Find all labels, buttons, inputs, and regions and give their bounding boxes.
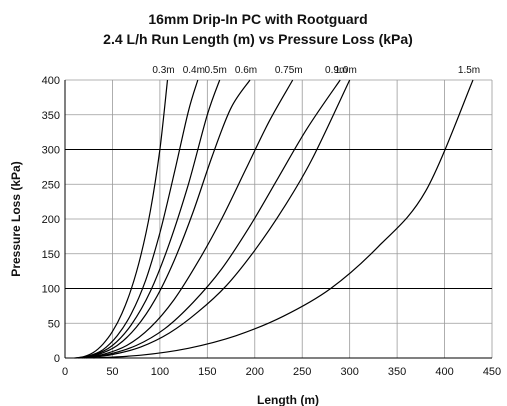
x-tick-label: 400	[435, 366, 453, 378]
series-label: 0.6m	[235, 65, 257, 76]
y-tick-label: 0	[54, 353, 60, 365]
series-line-0.3m	[74, 79, 169, 359]
x-tick-label: 100	[151, 366, 169, 378]
chart-title: 16mm Drip-In PC with Rootguard	[148, 11, 367, 27]
x-tick-label: 350	[388, 366, 406, 378]
series-line-1.0m	[85, 79, 351, 359]
x-tick-label: 200	[246, 366, 264, 378]
series-line-0.9m	[83, 79, 341, 359]
series-label: 0.5m	[205, 65, 227, 76]
series-label: 1.0m	[335, 65, 357, 76]
chart-subtitle: 2.4 L/h Run Length (m) vs Pressure Loss …	[103, 31, 413, 47]
y-tick-label: 400	[42, 75, 60, 87]
x-tick-label: 150	[198, 366, 216, 378]
x-tick-label: 250	[293, 366, 311, 378]
series-label: 0.9m	[325, 65, 347, 76]
y-axis-label: Pressure Loss (kPa)	[9, 161, 23, 276]
y-tick-label: 50	[48, 318, 60, 330]
x-tick-label: 300	[340, 366, 358, 378]
y-tick-label: 300	[42, 145, 60, 157]
series-line-0.4m	[76, 79, 199, 359]
series-label: 0.4m	[183, 65, 205, 76]
series-line-0.6m	[79, 79, 251, 359]
series-line-1.5m	[93, 79, 474, 359]
series-line-0.75m	[81, 79, 294, 359]
y-tick-label: 350	[42, 110, 60, 122]
y-tick-label: 250	[42, 179, 60, 191]
series-label: 0.75m	[275, 65, 303, 76]
y-tick-label: 100	[42, 284, 60, 296]
x-tick-label: 0	[62, 366, 68, 378]
plot-area: 0 50 100 150 200 250 300 350 400 450 0 50 100 150 200 2…	[42, 65, 502, 378]
series-label: 1.5m	[458, 65, 480, 76]
x-tick-label: 450	[483, 366, 501, 378]
y-tick-label: 150	[42, 249, 60, 261]
x-tick-label: 50	[106, 366, 118, 378]
x-axis-label: Length (m)	[257, 393, 319, 406]
y-tick-label: 200	[42, 214, 60, 226]
series-line-0.5m	[78, 79, 221, 359]
series-label: 0.3m	[152, 65, 174, 76]
